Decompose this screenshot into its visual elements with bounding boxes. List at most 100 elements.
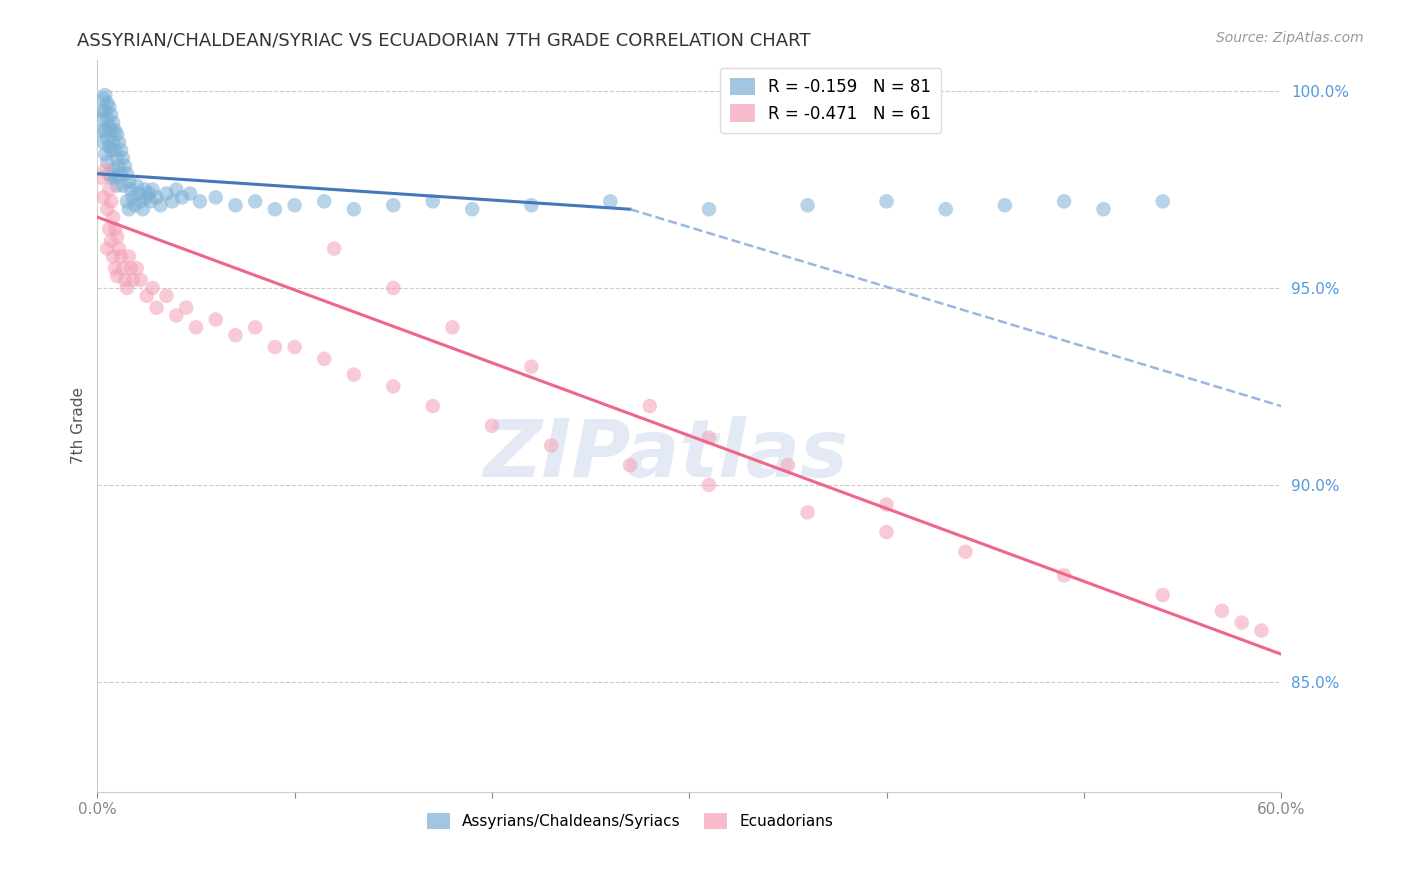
Point	[108, 159, 131, 173]
Point	[110, 167, 132, 181]
Point	[876, 498, 898, 512]
Point	[108, 136, 131, 150]
Point	[96, 242, 118, 256]
Point	[129, 194, 152, 209]
Point	[121, 190, 143, 204]
Point	[174, 301, 197, 315]
Point	[1230, 615, 1253, 630]
Point	[110, 250, 132, 264]
Point	[422, 194, 444, 209]
Point	[100, 170, 122, 185]
Point	[599, 194, 621, 209]
Point	[104, 143, 127, 157]
Point	[422, 399, 444, 413]
Point	[98, 182, 121, 196]
Point	[697, 202, 720, 217]
Point	[134, 182, 156, 196]
Point	[935, 202, 957, 217]
Point	[955, 545, 977, 559]
Point	[94, 88, 117, 103]
Y-axis label: 7th Grade: 7th Grade	[72, 387, 86, 464]
Point	[172, 190, 194, 204]
Point	[118, 250, 141, 264]
Point	[111, 178, 134, 193]
Point	[118, 202, 141, 217]
Point	[179, 186, 201, 201]
Point	[105, 151, 128, 165]
Point	[114, 159, 136, 173]
Point	[98, 167, 121, 181]
Text: ASSYRIAN/CHALDEAN/SYRIAC VS ECUADORIAN 7TH GRADE CORRELATION CHART: ASSYRIAN/CHALDEAN/SYRIAC VS ECUADORIAN 7…	[77, 31, 811, 49]
Point	[115, 281, 138, 295]
Point	[120, 261, 142, 276]
Point	[343, 202, 366, 217]
Point	[520, 359, 543, 374]
Point	[224, 328, 246, 343]
Point	[382, 379, 405, 393]
Point	[114, 273, 136, 287]
Point	[461, 202, 484, 217]
Point	[796, 198, 818, 212]
Point	[155, 186, 177, 201]
Point	[111, 151, 134, 165]
Point	[139, 194, 162, 209]
Point	[91, 136, 114, 150]
Text: Source: ZipAtlas.com: Source: ZipAtlas.com	[1216, 31, 1364, 45]
Point	[98, 120, 121, 134]
Point	[204, 312, 226, 326]
Point	[155, 289, 177, 303]
Point	[96, 131, 118, 145]
Point	[105, 128, 128, 142]
Point	[264, 340, 287, 354]
Point	[284, 340, 307, 354]
Point	[108, 242, 131, 256]
Point	[98, 100, 121, 114]
Point	[697, 431, 720, 445]
Point	[1053, 568, 1076, 582]
Point	[91, 112, 114, 126]
Point	[149, 198, 172, 212]
Point	[100, 234, 122, 248]
Point	[104, 170, 127, 185]
Point	[204, 190, 226, 204]
Point	[101, 250, 124, 264]
Point	[540, 438, 562, 452]
Point	[94, 162, 117, 177]
Point	[145, 190, 167, 204]
Point	[128, 186, 150, 201]
Point	[105, 269, 128, 284]
Point	[1211, 604, 1233, 618]
Point	[98, 222, 121, 236]
Point	[165, 182, 187, 196]
Point	[796, 505, 818, 519]
Point	[90, 123, 112, 137]
Point	[284, 198, 307, 212]
Point	[94, 103, 117, 118]
Point	[91, 92, 114, 106]
Point	[105, 229, 128, 244]
Point	[118, 175, 141, 189]
Point	[1152, 588, 1174, 602]
Legend: Assyrians/Chaldeans/Syriacs, Ecuadorians: Assyrians/Chaldeans/Syriacs, Ecuadorians	[420, 807, 839, 836]
Point	[96, 155, 118, 169]
Point	[101, 162, 124, 177]
Point	[314, 194, 336, 209]
Point	[243, 194, 266, 209]
Point	[441, 320, 464, 334]
Point	[90, 170, 112, 185]
Point	[224, 198, 246, 212]
Point	[104, 123, 127, 137]
Point	[520, 198, 543, 212]
Point	[188, 194, 211, 209]
Point	[115, 194, 138, 209]
Text: ZIPatlas: ZIPatlas	[484, 416, 848, 494]
Point	[619, 458, 641, 472]
Point	[105, 178, 128, 193]
Point	[162, 194, 184, 209]
Point	[125, 178, 148, 193]
Point	[323, 242, 346, 256]
Point	[142, 182, 165, 196]
Point	[184, 320, 207, 334]
Point	[138, 186, 160, 201]
Point	[110, 143, 132, 157]
